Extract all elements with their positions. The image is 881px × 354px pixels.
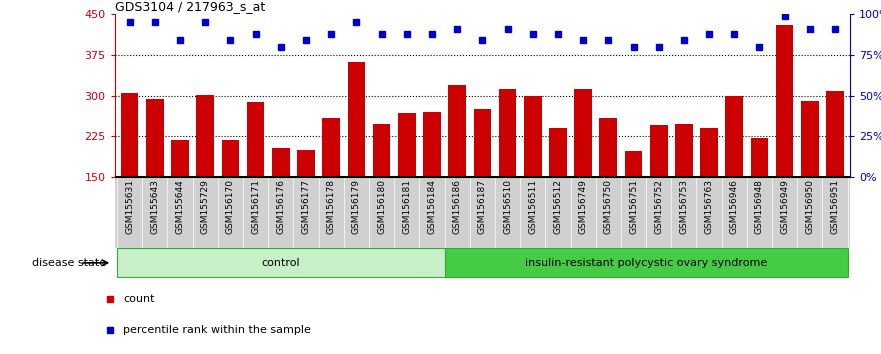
Bar (826, 91, 844, 177)
Text: GSM156187: GSM156187 (478, 179, 487, 234)
Bar (473, 109, 492, 177)
Bar (625, 151, 642, 177)
Text: GSM156179: GSM156179 (352, 179, 361, 234)
Bar (146, 99, 164, 177)
Text: GSM156749: GSM156749 (579, 179, 588, 234)
Bar (801, 101, 818, 177)
Text: GSM156171: GSM156171 (251, 179, 260, 234)
Bar (445, 249, 848, 277)
Bar (574, 89, 592, 177)
Bar (348, 62, 366, 177)
Text: GSM155644: GSM155644 (175, 179, 184, 234)
Text: disease state: disease state (32, 258, 106, 268)
Text: GSM155729: GSM155729 (201, 179, 210, 234)
Text: GSM156170: GSM156170 (226, 179, 235, 234)
Text: GSM156752: GSM156752 (655, 179, 663, 234)
Bar (423, 112, 440, 177)
Bar (700, 128, 718, 177)
Text: GSM155643: GSM155643 (151, 179, 159, 234)
Text: GSM156177: GSM156177 (301, 179, 310, 234)
Bar (398, 113, 416, 177)
Bar (776, 25, 794, 177)
Bar (499, 89, 516, 177)
Bar (171, 140, 189, 177)
Text: insulin-resistant polycystic ovary syndrome: insulin-resistant polycystic ovary syndr… (525, 258, 767, 268)
Text: GSM156946: GSM156946 (729, 179, 739, 234)
Bar (322, 118, 340, 177)
Bar (247, 102, 264, 177)
Text: GSM156949: GSM156949 (781, 179, 789, 234)
Text: GSM155631: GSM155631 (125, 179, 134, 234)
Bar (196, 95, 214, 177)
Text: GSM156181: GSM156181 (403, 179, 411, 234)
Text: count: count (123, 294, 155, 304)
Bar (297, 150, 315, 177)
Bar (222, 140, 240, 177)
Bar (549, 128, 566, 177)
Text: GSM156510: GSM156510 (503, 179, 512, 234)
Bar (448, 85, 466, 177)
Bar (524, 96, 542, 177)
Text: GSM156950: GSM156950 (805, 179, 814, 234)
Bar (272, 148, 290, 177)
Text: control: control (262, 258, 300, 268)
Text: GDS3104 / 217963_s_at: GDS3104 / 217963_s_at (115, 0, 265, 13)
Bar (599, 118, 617, 177)
Text: GSM156763: GSM156763 (705, 179, 714, 234)
Text: GSM156951: GSM156951 (831, 179, 840, 234)
Text: GSM156751: GSM156751 (629, 179, 638, 234)
Bar (751, 138, 768, 177)
Text: GSM156750: GSM156750 (603, 179, 613, 234)
Bar (725, 96, 743, 177)
Text: GSM156176: GSM156176 (277, 179, 285, 234)
Bar (121, 93, 138, 177)
Text: GSM156186: GSM156186 (453, 179, 462, 234)
Text: GSM156178: GSM156178 (327, 179, 336, 234)
Text: GSM156753: GSM156753 (679, 179, 688, 234)
Text: GSM156511: GSM156511 (529, 179, 537, 234)
Text: GSM156180: GSM156180 (377, 179, 386, 234)
Text: GSM156512: GSM156512 (553, 179, 562, 234)
Bar (675, 124, 692, 177)
Text: GSM156948: GSM156948 (755, 179, 764, 234)
Bar (373, 124, 390, 177)
Text: GSM156184: GSM156184 (427, 179, 436, 234)
Text: percentile rank within the sample: percentile rank within the sample (123, 325, 311, 335)
Bar (117, 249, 445, 277)
Bar (650, 125, 668, 177)
